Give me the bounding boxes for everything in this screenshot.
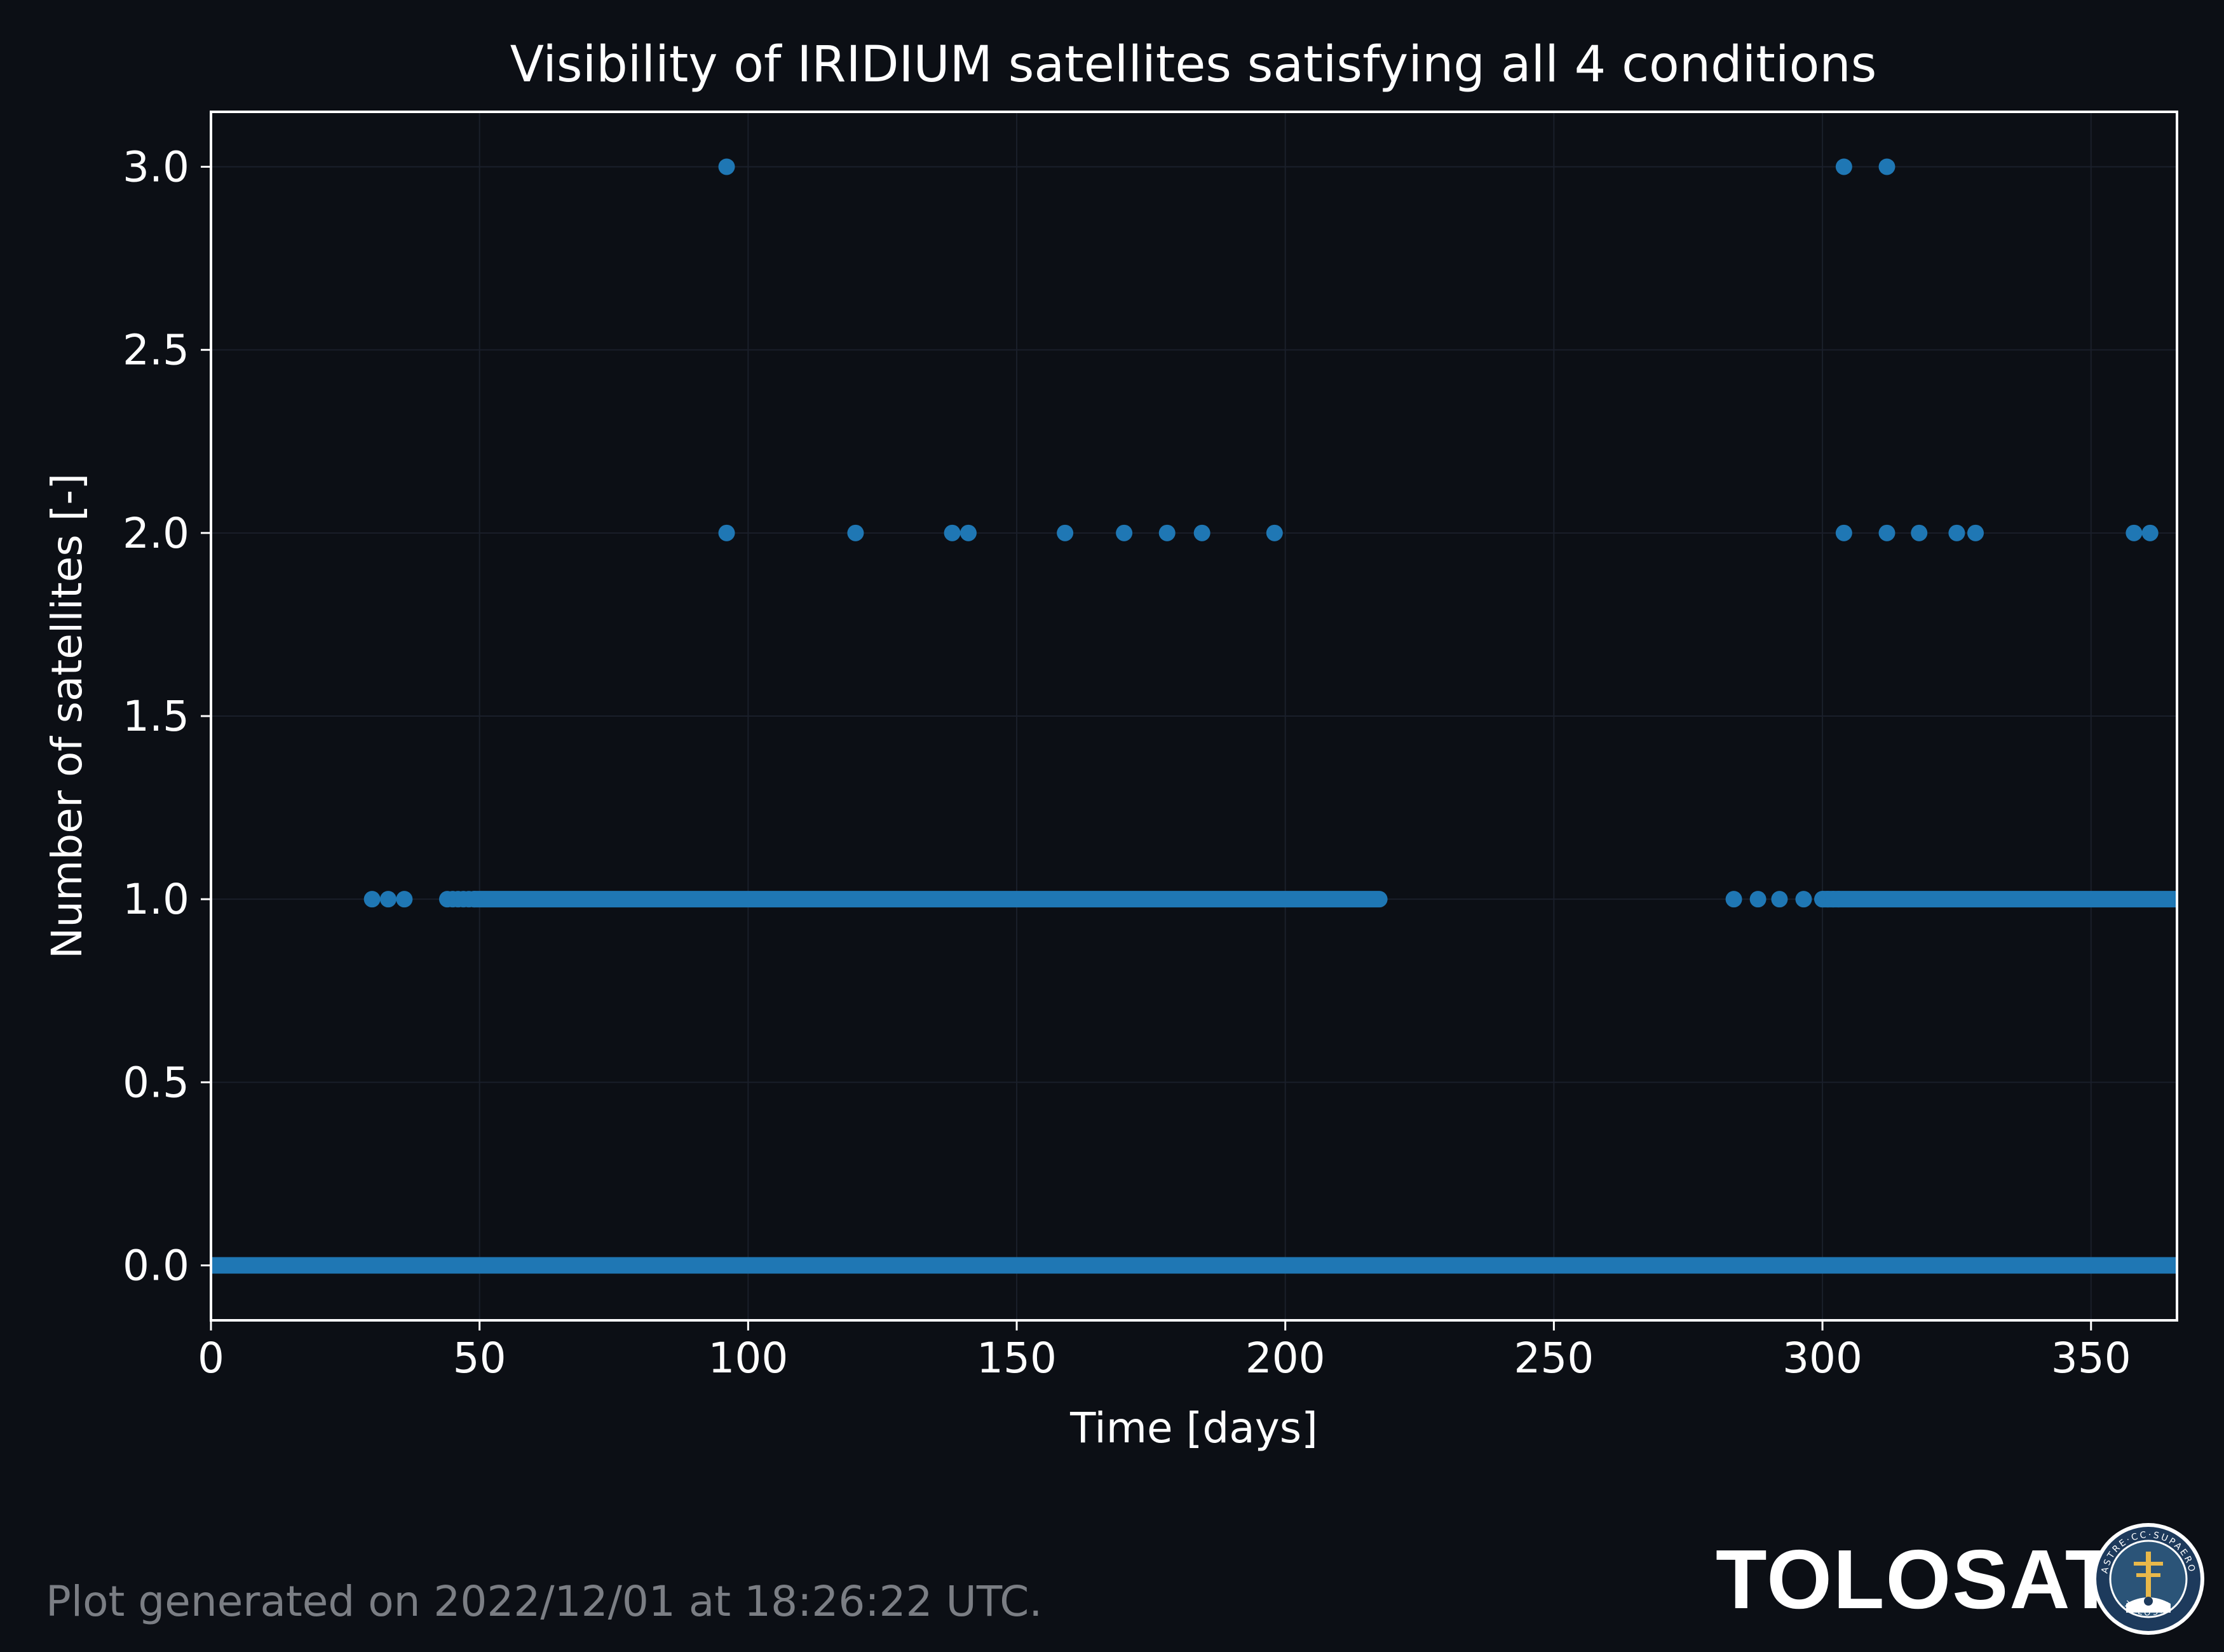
data-point: [379, 891, 397, 908]
x-tick-label: 300: [1782, 1334, 1862, 1383]
data-point: [718, 158, 735, 175]
data-point: [1948, 524, 1965, 541]
y-axis-label: Number of satellites [-]: [43, 473, 92, 959]
data-point: [1878, 524, 1895, 541]
axis-ticks: 0 50 100 150 200 250 300 350 0.0 0.5 1.0 1.5 2.0 2.5 3…: [123, 142, 2131, 1383]
data-point: [1057, 524, 1074, 541]
y-tick-label: 0.5: [123, 1058, 189, 1107]
dense-point-run: [466, 891, 1388, 908]
brand-name: TOLOSAT: [1716, 1533, 2118, 1626]
y-tick-label: 2.5: [123, 326, 189, 375]
data-point: [1158, 524, 1176, 541]
x-axis-label: Time [days]: [1069, 1404, 1318, 1452]
data-point: [1795, 891, 1812, 908]
data-point: [718, 524, 735, 541]
x-tick-label: 150: [977, 1334, 1057, 1383]
data-point: [1835, 158, 1852, 175]
y-tick-label: 2.0: [123, 509, 189, 558]
data-point: [944, 524, 961, 541]
data-point: [2126, 524, 2143, 541]
data-point: [959, 524, 977, 541]
x-tick-label: 350: [2051, 1334, 2131, 1383]
data-points: [211, 158, 2177, 1274]
data-point: [1725, 891, 1742, 908]
x-tick-label: 0: [198, 1334, 224, 1383]
tolosat-logo: ASTRE·CC·SUPAERO TOLOSAT: [2089, 1520, 2207, 1638]
data-point: [1116, 524, 1133, 541]
data-point: [2141, 524, 2159, 541]
data-point: [1749, 891, 1766, 908]
x-tick-label: 250: [1514, 1334, 1594, 1383]
data-point: [1878, 158, 1895, 175]
dense-point-run: [211, 1257, 2177, 1274]
data-point: [1830, 891, 1847, 908]
data-point: [847, 524, 864, 541]
generation-timestamp: Plot generated on 2022/12/01 at 18:26:22…: [46, 1577, 1043, 1626]
data-point: [1266, 524, 1283, 541]
y-tick-label: 3.0: [123, 142, 189, 191]
data-point: [466, 891, 483, 908]
data-point: [396, 891, 413, 908]
chart-title: Visibility of IRIDIUM satellites satisfy…: [510, 36, 1877, 93]
data-point: [1835, 524, 1852, 541]
data-point: [1911, 524, 1928, 541]
data-point: [1967, 524, 1984, 541]
x-tick-label: 100: [708, 1334, 788, 1383]
x-tick-label: 50: [453, 1334, 506, 1383]
y-tick-label: 1.0: [123, 875, 189, 924]
y-tick-label: 1.5: [123, 692, 189, 741]
x-tick-label: 200: [1245, 1334, 1326, 1383]
dense-point-run: [1814, 891, 2177, 908]
data-point: [363, 891, 381, 908]
data-point: [1771, 891, 1788, 908]
data-point: [1193, 524, 1210, 541]
y-tick-label: 0.0: [123, 1242, 189, 1290]
